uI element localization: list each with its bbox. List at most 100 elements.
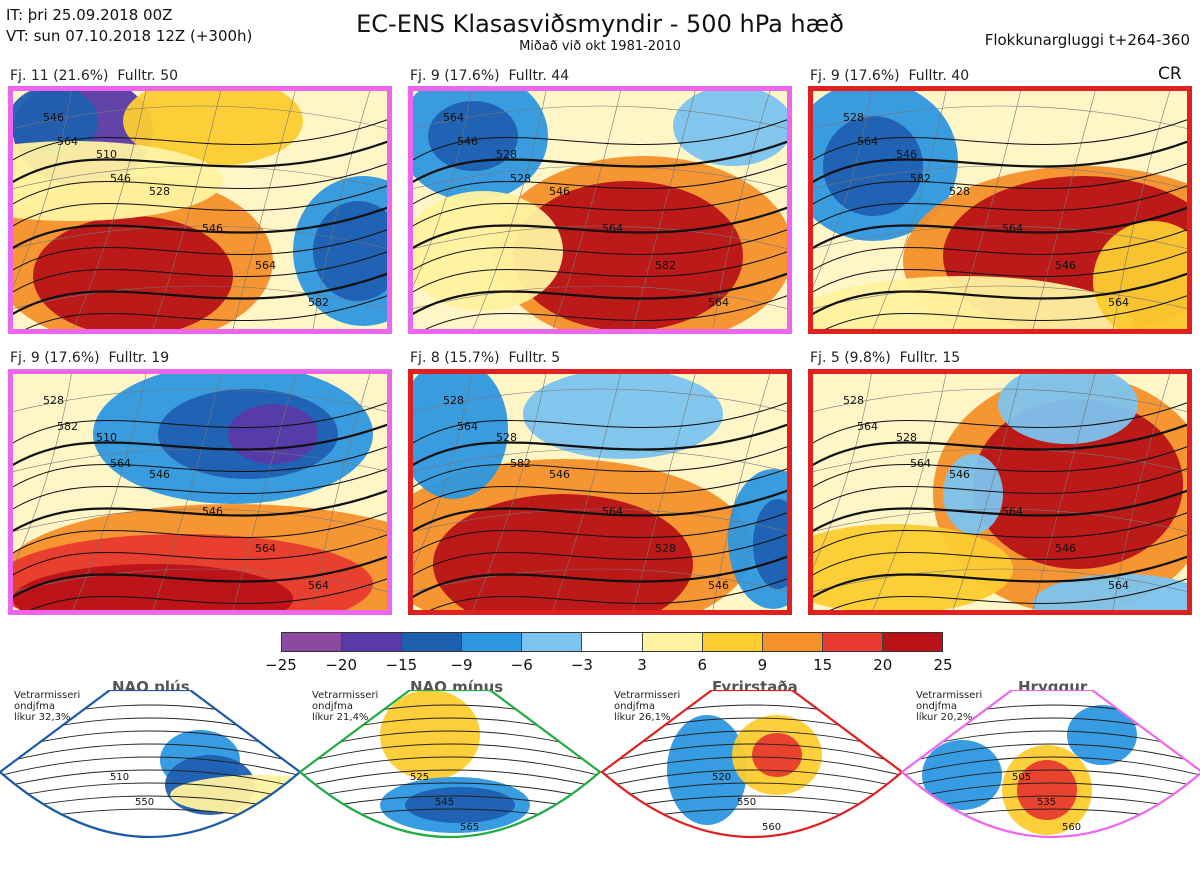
- contour-label: 510: [96, 431, 117, 444]
- contour-label: 564: [255, 259, 276, 272]
- contour-label: 528: [949, 185, 970, 198]
- regime-contour-label: 550: [737, 797, 756, 808]
- contour-label: 528: [496, 431, 517, 444]
- panel-label-5: Fj. 8 (15.7%) Fulltr. 5: [410, 350, 561, 366]
- contour-label: 546: [708, 579, 729, 592]
- contour-label: 582: [308, 296, 329, 309]
- contour-label: 582: [655, 259, 676, 272]
- regime-contour-label: 525: [410, 772, 429, 783]
- init-time: IT: þri 25.09.2018 00Z: [6, 6, 173, 24]
- contour-label: 564: [602, 505, 623, 518]
- contour-label: 546: [202, 505, 223, 518]
- contour-label: 546: [457, 135, 478, 148]
- colorbar-tick-label: −25: [265, 656, 297, 674]
- header-info: IT: þri 25.09.2018 00Z VT: sun 07.10.201…: [6, 5, 252, 47]
- regime-contour-label: 510: [110, 772, 129, 783]
- colorbar-tick-label: 20: [873, 656, 893, 674]
- regime-contour-label: 520: [712, 772, 731, 783]
- contour-label: 564: [1108, 296, 1129, 309]
- contour-label: 564: [443, 111, 464, 124]
- contour-label: 528: [843, 394, 864, 407]
- contour-label: 564: [308, 579, 329, 592]
- contour-label: 582: [510, 457, 531, 470]
- contour-label: 510: [96, 148, 117, 161]
- regime-maps: 510 550 525 545 565 520 550 560 505 535 560: [0, 690, 1200, 839]
- colorbar-swatch: [642, 633, 703, 651]
- panel-label-2: Fj. 9 (17.6%) Fulltr. 44: [410, 68, 570, 84]
- contour-label: 564: [857, 135, 878, 148]
- colorbar-tick-label: −20: [325, 656, 357, 674]
- regime-map: 510 550: [0, 690, 302, 839]
- colorbar-swatch: [462, 633, 523, 651]
- contour-label: 546: [110, 172, 131, 185]
- regime-note-4: Vetrarmisseri ondjfma líkur 20,2%: [916, 690, 983, 723]
- contour-label: 528: [896, 431, 917, 444]
- panel-label-6: Fj. 5 (9.8%) Fulltr. 15: [810, 350, 961, 366]
- regime-note-2: Vetrarmisseri ondjfma líkur 21,4%: [312, 690, 379, 723]
- regime-note-3: Vetrarmisseri ondjfma líkur 26,1%: [614, 690, 681, 723]
- contour-label: 546: [549, 185, 570, 198]
- contour-label: 528: [43, 394, 64, 407]
- regime-map: 525 545 565: [298, 690, 602, 839]
- contour-label: 564: [910, 457, 931, 470]
- colorbar-tick-label: −3: [570, 656, 593, 674]
- colorbar-swatch: [522, 633, 583, 651]
- regime-contour-label: 505: [1012, 772, 1031, 783]
- colorbar-swatch: [702, 633, 763, 651]
- colorbar-swatch: [282, 633, 343, 651]
- regime-contour-label: 545: [435, 797, 454, 808]
- colorbar-tick-label: 3: [637, 656, 647, 674]
- contour-label: 564: [857, 420, 878, 433]
- cluster-map-2: 564 528 546 564 582 564 546 528: [408, 86, 792, 334]
- contour-label: 546: [949, 468, 970, 481]
- contour-label: 546: [43, 111, 64, 124]
- contour-label: 564: [708, 296, 729, 309]
- page-subtitle: Miðað við okt 1981-2010: [519, 39, 681, 54]
- cluster-map-1: 546 510 528 546 564 582 564 546: [8, 86, 392, 334]
- contour-label: 582: [910, 172, 931, 185]
- panel-label-1: Fj. 11 (21.6%) Fulltr. 50: [10, 68, 179, 84]
- colorbar-swatch: [822, 633, 883, 651]
- contour-label: 564: [457, 420, 478, 433]
- colorbar-tick-label: −9: [450, 656, 473, 674]
- contour-label: 564: [1002, 505, 1023, 518]
- regime-map: 505 535 560: [900, 690, 1200, 839]
- contour-label: 564: [602, 222, 623, 235]
- contour-label: 546: [202, 222, 223, 235]
- panel-label-4: Fj. 9 (17.6%) Fulltr. 19: [10, 350, 170, 366]
- contour-label: 546: [1055, 259, 1076, 272]
- regime-contour-label: 535: [1037, 797, 1056, 808]
- contour-label: 564: [1108, 579, 1129, 592]
- contour-label: 582: [57, 420, 78, 433]
- regime-map: 520 550 560: [600, 690, 904, 839]
- page-title: EC-ENS Klasasviðsmyndir - 500 hPa hæð: [356, 10, 844, 38]
- contour-label: 564: [1002, 222, 1023, 235]
- contour-label: 528: [149, 185, 170, 198]
- colorbar-tick-label: −15: [385, 656, 418, 674]
- valid-time: VT: sun 07.10.2018 12Z (+300h): [6, 27, 253, 45]
- contour-label: 528: [496, 148, 517, 161]
- colorbar-tick-label: 6: [697, 656, 708, 674]
- regime-contour-label: 560: [762, 822, 781, 833]
- contour-label: 546: [896, 148, 917, 161]
- contour-label: 528: [843, 111, 864, 124]
- colorbar-swatch: [402, 633, 463, 651]
- contour-label: 564: [110, 457, 131, 470]
- colorbar-swatch: [882, 633, 943, 651]
- contour-label: 564: [57, 135, 78, 148]
- cluster-map-3: 528 546 528 564 546 564 564 582: [808, 86, 1192, 334]
- colorbar-swatch: [342, 633, 403, 651]
- panel-label-3: Fj. 9 (17.6%) Fulltr. 40: [810, 68, 970, 84]
- contour-label: 546: [1055, 542, 1076, 555]
- colorbar-tick-label: 15: [813, 656, 833, 674]
- cr-tag: CR: [1158, 64, 1182, 84]
- colorbar-swatch: [762, 633, 823, 651]
- classification-window: Flokkunargluggi t+264-360: [984, 31, 1190, 49]
- contour-label: 546: [549, 468, 570, 481]
- colorbar-tick-label: −6: [510, 656, 533, 674]
- cluster-map-5: 528 528 546 564 528 546 564 582: [408, 369, 792, 615]
- regime-contour-label: 550: [135, 797, 154, 808]
- contour-label: 528: [655, 542, 676, 555]
- regime-note-1: Vetrarmisseri ondjfma líkur 32,3%: [14, 690, 81, 723]
- cluster-map-6: 528 528 546 564 546 564 564 564: [808, 369, 1192, 615]
